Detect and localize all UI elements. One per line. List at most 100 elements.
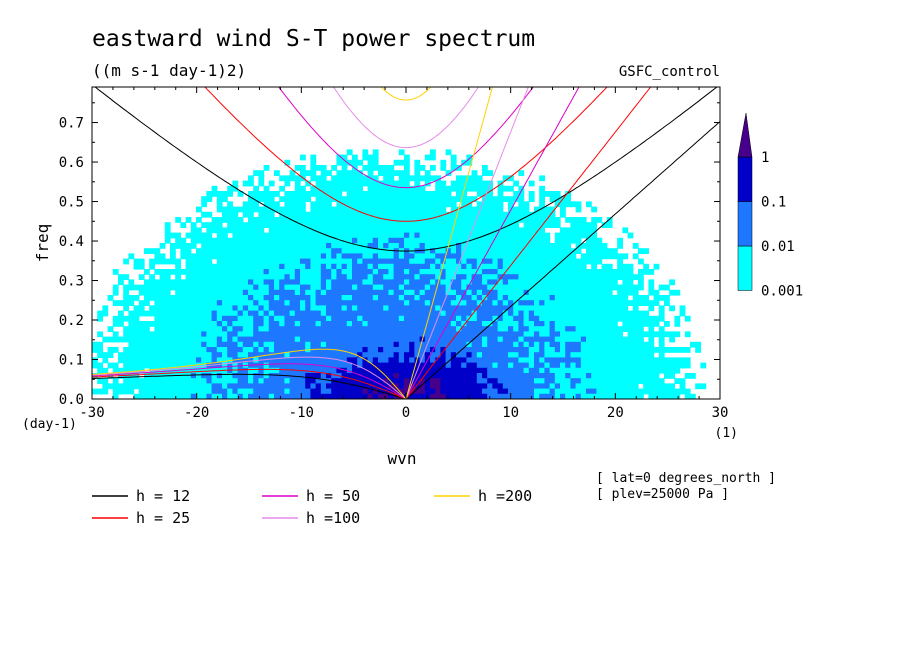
heat-cell	[170, 341, 176, 348]
heat-cell	[466, 258, 473, 265]
heat-cell	[268, 388, 275, 395]
heat-cell	[180, 373, 187, 379]
heat-cell	[456, 284, 462, 291]
heat-cell	[404, 159, 410, 166]
heat-cell	[383, 357, 389, 364]
heat-cell	[612, 321, 618, 327]
heat-cell	[570, 388, 577, 395]
heat-cell	[497, 357, 504, 364]
heat-cell	[513, 357, 519, 364]
heat-cell	[565, 269, 571, 275]
heat-cell	[497, 222, 504, 228]
heat-cell	[164, 362, 171, 369]
heat-cell	[622, 347, 629, 353]
heat-cell	[268, 321, 275, 327]
heat-cell	[216, 341, 223, 348]
heat-cell	[461, 357, 467, 364]
heat-cell	[440, 269, 447, 275]
heat-cell	[206, 237, 213, 244]
heat-cell	[648, 357, 655, 364]
heat-cell	[492, 378, 499, 384]
heat-cell	[414, 175, 421, 182]
heat-cell	[476, 191, 483, 197]
heat-cell	[487, 269, 493, 275]
heat-cell	[570, 341, 577, 348]
heat-cell	[367, 331, 374, 338]
heat-cell	[586, 378, 592, 384]
heat-cell	[554, 191, 561, 197]
heat-cell	[653, 263, 660, 270]
heat-cell	[539, 269, 545, 275]
heat-cell	[274, 222, 280, 228]
heat-cell	[128, 300, 135, 306]
heat-cell	[346, 211, 353, 218]
heat-cell	[565, 357, 571, 364]
heat-cell	[679, 383, 686, 390]
heat-cell	[398, 378, 405, 384]
heat-cell	[263, 185, 270, 192]
heat-cell	[440, 185, 447, 192]
heat-cell	[326, 336, 332, 343]
heat-cell	[258, 263, 265, 270]
heat-cell	[357, 388, 363, 395]
heat-cell	[471, 185, 478, 192]
heat-cell	[362, 362, 369, 369]
heat-cell	[154, 305, 161, 312]
heat-cell	[476, 373, 483, 379]
heat-cell	[450, 243, 457, 249]
heat-cell	[190, 383, 197, 390]
heat-cell	[378, 191, 384, 197]
heat-cell	[138, 289, 145, 296]
heat-cell	[523, 331, 530, 338]
heat-cell	[372, 388, 379, 395]
heat-cell	[596, 243, 603, 249]
heat-cell	[565, 243, 571, 249]
heat-cell	[149, 279, 155, 286]
heat-cell	[227, 399, 233, 405]
heat-cell	[154, 279, 161, 286]
heat-cell	[627, 310, 634, 317]
heat-cell	[554, 237, 561, 244]
heat-cell	[206, 352, 213, 358]
heat-cell	[425, 399, 431, 405]
heat-cell	[435, 237, 441, 244]
heat-cell	[445, 388, 452, 395]
heat-cell	[596, 300, 603, 306]
heat-cell	[164, 393, 171, 399]
colorbar-label: 1	[761, 150, 769, 166]
heat-cell	[502, 357, 509, 364]
heat-cell	[476, 383, 483, 390]
heat-cell	[367, 206, 374, 213]
heat-cell	[591, 373, 597, 379]
heat-cell	[398, 217, 405, 223]
heat-cell	[341, 232, 348, 239]
heat-cell	[596, 352, 603, 358]
heat-cell	[310, 357, 317, 364]
heat-cell	[346, 149, 353, 156]
heat-cell	[237, 347, 244, 353]
heat-cell	[253, 326, 259, 332]
heat-cell	[653, 367, 660, 374]
heat-cell	[300, 289, 306, 296]
heat-cell	[268, 269, 275, 275]
heat-cell	[279, 175, 285, 182]
heat-cell	[508, 367, 514, 374]
heat-cell	[248, 201, 254, 208]
inertia-gravity-curve	[380, 87, 432, 101]
heat-cell	[294, 243, 301, 249]
heat-cell	[227, 367, 233, 374]
heat-cell	[648, 326, 655, 332]
heat-cell	[320, 258, 327, 265]
heat-cell	[357, 258, 363, 265]
heat-cell	[274, 201, 280, 208]
heat-cell	[549, 347, 556, 353]
heat-cell	[544, 321, 551, 327]
heat-cell	[326, 331, 332, 338]
heat-cell	[263, 378, 270, 384]
heat-cell	[295, 399, 301, 405]
heat-cell	[211, 310, 218, 317]
heat-cell	[180, 399, 186, 405]
heat-cell	[336, 326, 343, 332]
heat-cell	[320, 237, 327, 244]
heat-cell	[461, 315, 467, 322]
